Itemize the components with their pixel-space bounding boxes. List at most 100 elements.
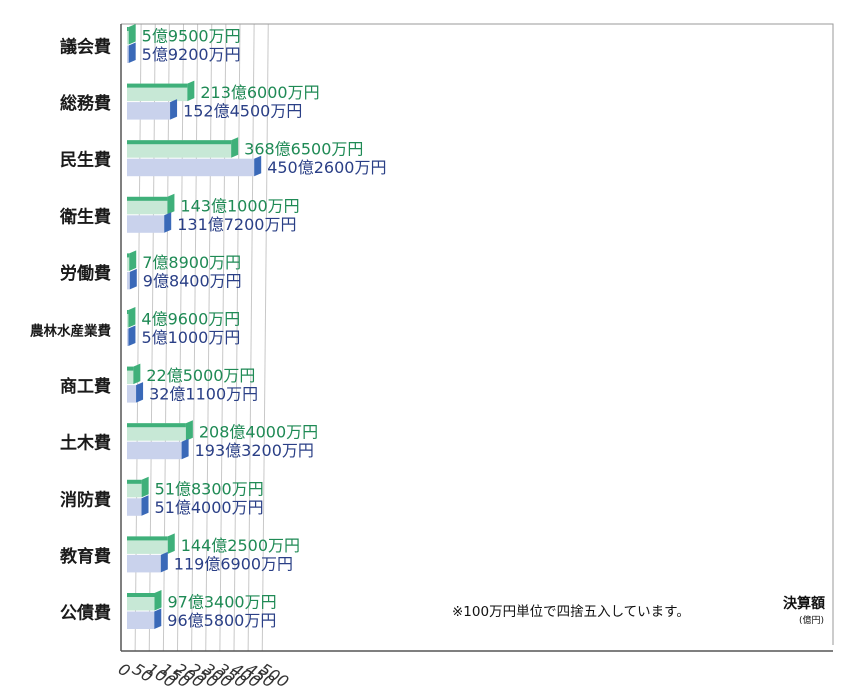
value-label-green: 51億8300万円	[155, 479, 264, 498]
bar-blue-end	[141, 495, 149, 516]
category-label: 商工費	[60, 376, 111, 397]
bar-green-top	[127, 253, 130, 258]
grid-line	[233, 23, 241, 652]
category-label: 民生費	[60, 150, 111, 171]
bar-green-top	[127, 479, 142, 484]
value-label-green: 208億4000万円	[199, 423, 318, 442]
bar-green	[127, 253, 130, 271]
bar-blue-end	[160, 551, 168, 573]
bar-green	[127, 83, 188, 102]
bar-blue-end	[164, 212, 172, 233]
bar-blue	[127, 441, 182, 460]
value-label-blue: 152億4500万円	[183, 102, 302, 121]
value-label-green: 22億5000万円	[146, 366, 255, 385]
category-label: 労働費	[60, 263, 111, 284]
bar-green	[127, 310, 129, 328]
value-label-blue: 119億6900万円	[174, 554, 293, 573]
grid-lines	[134, 23, 269, 652]
bar-green	[127, 140, 232, 158]
bar-blue	[127, 385, 137, 403]
bar-blue-end	[154, 608, 162, 629]
grid-line	[219, 23, 227, 652]
bar-green-top	[127, 593, 155, 597]
bar-green-end	[133, 363, 141, 385]
value-label-blue: 51億4000万円	[155, 498, 264, 517]
bar-blue	[127, 554, 161, 573]
x-axis-unit: (億円)	[799, 614, 824, 626]
value-label-green: 368億6500万円	[244, 140, 363, 159]
bar-green-end	[187, 80, 195, 102]
bar-blue-end	[129, 268, 137, 290]
category-label: 総務費	[60, 93, 111, 114]
bar-green	[127, 27, 129, 45]
value-label-green: 97億3400万円	[167, 593, 276, 612]
bar-green	[127, 423, 186, 441]
bar-blue	[127, 158, 255, 177]
bar-blue-end	[128, 42, 136, 63]
value-label-blue: 5億9200万円	[142, 45, 241, 64]
value-label-green: 143億1000万円	[180, 196, 299, 215]
bar-blue	[127, 45, 129, 63]
category-label: 教育費	[59, 546, 111, 567]
bar-blue	[127, 328, 129, 346]
bar-green-top	[127, 27, 129, 31]
bar-blue	[127, 271, 130, 290]
bar-green	[127, 479, 142, 498]
grid-line	[191, 23, 199, 652]
value-label-blue: 193億3200万円	[195, 441, 314, 460]
bar-green-top	[127, 140, 232, 145]
bar-blue-end	[254, 155, 262, 177]
bar-green	[127, 536, 168, 554]
bar-green-top	[127, 310, 129, 314]
bar-green-end	[129, 250, 137, 271]
category-label: 消防費	[60, 489, 111, 510]
bar-blue	[127, 102, 171, 120]
bar-green-end	[185, 420, 193, 441]
grid-line	[247, 23, 255, 652]
category-label: 農林水産業費	[30, 323, 111, 340]
grid-line	[205, 23, 213, 652]
bar-green-end	[167, 193, 175, 215]
bar-green-top	[127, 83, 188, 88]
value-label-green: 213億6000万円	[200, 83, 319, 102]
bar-blue-end	[181, 438, 189, 460]
category-label: 議会費	[60, 37, 111, 58]
value-label-green: 4億9600万円	[141, 310, 240, 329]
value-label-green: 5億9500万円	[142, 27, 241, 46]
bar-green	[127, 366, 134, 385]
bar-green-end	[154, 590, 162, 611]
category-label: 公債費	[60, 603, 111, 624]
bar-blue	[127, 498, 142, 516]
value-label-blue: 5億1000万円	[141, 328, 240, 347]
bar-blue-end	[128, 325, 136, 346]
grid-line	[261, 23, 269, 652]
bar-green	[127, 593, 155, 611]
value-label-blue: 96億5800万円	[167, 611, 276, 630]
value-label-blue: 131億7200万円	[177, 215, 296, 234]
value-label-blue: 32億1100万円	[149, 385, 258, 404]
bar-green-end	[128, 24, 136, 45]
bar-green-end	[141, 476, 149, 498]
category-label: 土木費	[60, 433, 111, 454]
bar-blue-end	[170, 99, 178, 120]
bar-green-top	[127, 423, 186, 428]
value-label-green: 7億8900万円	[142, 253, 241, 272]
x-tick-label: 0	[115, 659, 134, 681]
bar-blue	[127, 215, 165, 233]
bar-green-top	[127, 196, 168, 201]
rounding-note: ※100万円単位で四捨五入しています。	[452, 603, 690, 620]
bar-green-end	[231, 137, 239, 158]
